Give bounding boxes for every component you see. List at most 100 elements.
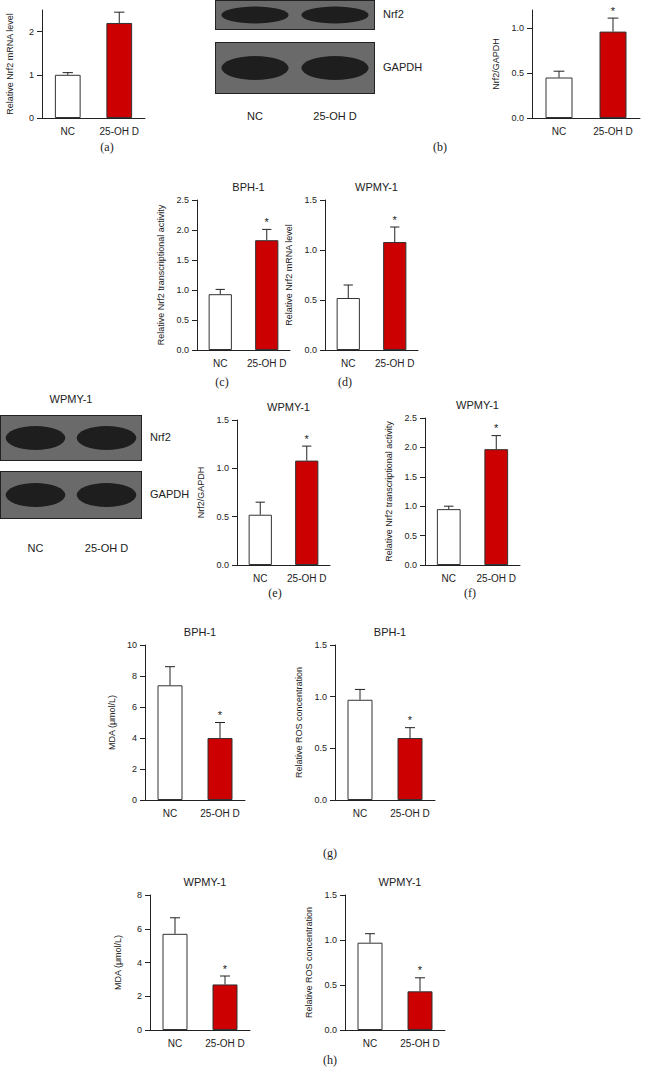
svg-text:2.0: 2.0 xyxy=(176,225,189,235)
svg-text:1.0: 1.0 xyxy=(216,463,229,473)
svg-text:25-OH D: 25-OH D xyxy=(390,808,429,819)
svg-text:NC: NC xyxy=(341,358,355,369)
svg-text:NC: NC xyxy=(253,573,267,584)
svg-text:25-OH D: 25-OH D xyxy=(400,1038,439,1049)
svg-text:NC: NC xyxy=(168,1038,182,1049)
svg-text:Relative ROS concentration: Relative ROS concentration xyxy=(294,667,304,778)
svg-text:1.5: 1.5 xyxy=(404,472,417,482)
svg-text:1.5: 1.5 xyxy=(216,415,229,425)
html-text:(g): (g) xyxy=(323,846,337,860)
svg-text:0: 0 xyxy=(29,113,34,123)
svg-text:WPMY-1: WPMY-1 xyxy=(184,876,227,888)
svg-text:BPH-1: BPH-1 xyxy=(184,626,216,638)
svg-text:0.5: 0.5 xyxy=(324,980,337,990)
svg-text:0.5: 0.5 xyxy=(511,68,524,78)
svg-text:4: 4 xyxy=(132,733,137,743)
svg-text:0.5: 0.5 xyxy=(216,512,229,522)
svg-text:WPMY-1: WPMY-1 xyxy=(379,876,422,888)
svg-text:2.0: 2.0 xyxy=(404,442,417,452)
svg-text:0.5: 0.5 xyxy=(404,531,417,541)
svg-text:BPH-1: BPH-1 xyxy=(232,181,264,193)
svg-text:8: 8 xyxy=(137,890,142,900)
svg-text:1.5: 1.5 xyxy=(314,640,327,650)
svg-text:Nrf2/GAPDH: Nrf2/GAPDH xyxy=(491,38,501,90)
svg-text:*: * xyxy=(611,5,616,17)
svg-text:1.0: 1.0 xyxy=(314,692,327,702)
svg-text:0.0: 0.0 xyxy=(304,345,317,355)
svg-text:0.0: 0.0 xyxy=(324,1025,337,1035)
svg-text:MDA (μmol/L): MDA (μmol/L) xyxy=(107,695,117,750)
html-text:(e): (e) xyxy=(268,586,282,600)
svg-text:0.0: 0.0 xyxy=(511,113,524,123)
svg-text:1.5: 1.5 xyxy=(304,195,317,205)
svg-text:BPH-1: BPH-1 xyxy=(374,626,406,638)
svg-text:8: 8 xyxy=(132,671,137,681)
svg-text:NC: NC xyxy=(163,808,177,819)
svg-text:6: 6 xyxy=(132,702,137,712)
html-text:(c): (c) xyxy=(215,375,229,389)
svg-text:25-OH D: 25-OH D xyxy=(247,358,286,369)
svg-text:NC: NC xyxy=(363,1038,377,1049)
svg-text:0.5: 0.5 xyxy=(314,743,327,753)
svg-text:Relative Nrf2 mRNA level: Relative Nrf2 mRNA level xyxy=(5,13,15,115)
svg-text:2: 2 xyxy=(137,991,142,1001)
svg-text:25-OH D: 25-OH D xyxy=(200,808,239,819)
svg-text:*: * xyxy=(418,964,423,976)
html-text:(b): (b) xyxy=(433,140,447,154)
svg-text:0.0: 0.0 xyxy=(216,560,229,570)
svg-text:25-OH D: 25-OH D xyxy=(593,126,632,137)
svg-text:2: 2 xyxy=(132,764,137,774)
html-text:(a): (a) xyxy=(100,140,114,154)
svg-text:NC: NC xyxy=(61,126,75,137)
svg-text:*: * xyxy=(408,714,413,726)
svg-text:*: * xyxy=(265,216,270,228)
svg-text:Relative Nrf2 transcriptional: Relative Nrf2 transcriptional activity xyxy=(384,421,394,562)
svg-text:2.5: 2.5 xyxy=(176,195,189,205)
svg-text:0.0: 0.0 xyxy=(404,560,417,570)
svg-text:25-OH D: 25-OH D xyxy=(205,1038,244,1049)
svg-text:0.5: 0.5 xyxy=(176,315,189,325)
svg-text:NC: NC xyxy=(213,358,227,369)
svg-text:WPMY-1: WPMY-1 xyxy=(355,181,398,193)
svg-text:NC: NC xyxy=(353,808,367,819)
svg-text:25-OH D: 25-OH D xyxy=(375,358,414,369)
svg-text:10: 10 xyxy=(127,640,137,650)
svg-text:0: 0 xyxy=(132,795,137,805)
svg-text:Relative ROS concentration: Relative ROS concentration xyxy=(304,907,314,1018)
svg-text:2: 2 xyxy=(29,27,34,37)
svg-text:*: * xyxy=(305,433,310,445)
svg-text:25-OH D: 25-OH D xyxy=(477,573,516,584)
svg-text:1.0: 1.0 xyxy=(404,501,417,511)
svg-text:*: * xyxy=(494,422,499,434)
svg-text:4: 4 xyxy=(137,958,142,968)
svg-text:1.0: 1.0 xyxy=(176,285,189,295)
html-text:Nrf2: Nrf2 xyxy=(383,8,404,20)
svg-text:*: * xyxy=(218,709,223,721)
svg-text:6: 6 xyxy=(137,924,142,934)
svg-text:*: * xyxy=(223,963,228,975)
svg-text:1.5: 1.5 xyxy=(176,255,189,265)
svg-text:0.0: 0.0 xyxy=(314,795,327,805)
svg-text:0.5: 0.5 xyxy=(304,295,317,305)
svg-text:2.5: 2.5 xyxy=(404,413,417,423)
svg-text:Relative Nrf2 mRNA level: Relative Nrf2 mRNA level xyxy=(284,224,294,326)
svg-text:1.0: 1.0 xyxy=(324,935,337,945)
svg-text:0: 0 xyxy=(137,1025,142,1035)
svg-text:MDA (μmol/L): MDA (μmol/L) xyxy=(113,935,123,990)
svg-text:1.5: 1.5 xyxy=(324,890,337,900)
svg-text:NC: NC xyxy=(442,573,456,584)
svg-text:1.0: 1.0 xyxy=(511,23,524,33)
html-text:(d): (d) xyxy=(338,375,352,389)
svg-text:Relative Nrf2 transcriptional: Relative Nrf2 transcriptional activity xyxy=(156,204,166,345)
svg-text:WPMY-1: WPMY-1 xyxy=(267,401,310,413)
svg-text:WPMY-1: WPMY-1 xyxy=(456,399,499,411)
svg-text:25-OH D: 25-OH D xyxy=(287,573,326,584)
svg-text:25-OH D: 25-OH D xyxy=(100,126,139,137)
svg-text:0.0: 0.0 xyxy=(176,345,189,355)
html-text:(h): (h) xyxy=(323,1053,337,1067)
svg-text:*: * xyxy=(393,214,398,226)
svg-text:1.0: 1.0 xyxy=(304,245,317,255)
svg-text:Nrf2/GAPDH: Nrf2/GAPDH xyxy=(196,467,206,519)
svg-text:1: 1 xyxy=(29,70,34,80)
svg-text:NC: NC xyxy=(552,126,566,137)
